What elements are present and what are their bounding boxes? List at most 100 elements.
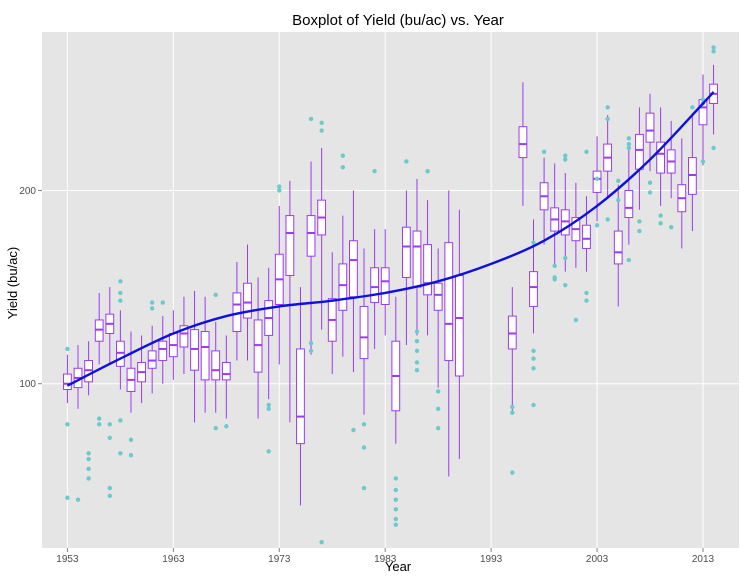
iqr-box [624, 189, 634, 219]
box-1979 [338, 215, 348, 357]
outlier-point [107, 422, 112, 427]
box-1957 [105, 287, 115, 365]
outlier-point [594, 176, 600, 182]
outlier-point [308, 116, 314, 122]
iqr-box [296, 348, 305, 445]
outlier-point [65, 422, 70, 427]
box-2006 [624, 142, 634, 245]
outlier-point [308, 348, 314, 354]
outlier-point [647, 190, 653, 195]
outlier-point [404, 159, 409, 164]
outlier-point [647, 180, 653, 185]
iqr-box [179, 325, 189, 348]
box-1972 [264, 267, 274, 400]
x-tick-label: 1963 [162, 554, 185, 565]
outlier-point [531, 240, 536, 245]
box-2008 [645, 93, 655, 172]
box-1958 [115, 310, 125, 390]
outlier-point [361, 485, 367, 491]
iqr-box [349, 240, 358, 298]
outlier-point [118, 290, 123, 296]
outlier-point [277, 184, 282, 189]
outlier-point [213, 292, 218, 298]
box-1975 [296, 287, 305, 506]
outlier-point [266, 402, 271, 408]
outlier-point [128, 453, 134, 458]
box-1966 [200, 296, 210, 413]
iqr-box [380, 267, 390, 305]
outlier-point [160, 300, 165, 305]
iqr-box [635, 133, 644, 170]
outlier-point [118, 279, 123, 284]
outlier-point [605, 116, 610, 122]
x-tick-label: 1953 [56, 554, 79, 565]
outlier-point [605, 105, 610, 110]
box-1995 [507, 287, 517, 413]
box-1997 [529, 219, 538, 334]
outlier-point [711, 145, 716, 151]
outlier-point [149, 300, 155, 305]
outlier-point [118, 418, 123, 423]
outlier-point [266, 406, 271, 412]
outlier-point [541, 149, 547, 155]
x-tick-label: 1983 [374, 554, 397, 565]
box-1990 [454, 209, 464, 460]
iqr-box [518, 126, 528, 159]
chart-title: Boxplot of Yield (bu/ac) vs. Year [292, 12, 504, 29]
box-1976 [306, 161, 316, 355]
outlier-point [626, 141, 632, 147]
box-1973 [274, 205, 284, 365]
outlier-point [351, 427, 356, 433]
outlier-point [86, 476, 91, 481]
outlier-point [658, 213, 663, 218]
outlier-point [669, 224, 674, 230]
iqr-box [433, 282, 443, 311]
outlier-point [435, 425, 441, 431]
outlier-point [86, 466, 91, 471]
outlier-point [340, 153, 346, 158]
iqr-box [158, 340, 168, 362]
outlier-point [584, 149, 589, 155]
box-1968 [221, 335, 231, 419]
outlier-point [435, 389, 441, 394]
iqr-box [423, 244, 432, 296]
outlier-point [308, 340, 314, 346]
outlier-point [435, 406, 441, 412]
box-1987 [423, 200, 432, 336]
box-1961 [147, 325, 157, 394]
box-1988 [433, 248, 443, 388]
x-tick-label: 1993 [480, 554, 503, 565]
box-2009 [656, 107, 666, 206]
outlier-point [552, 263, 557, 269]
outlier-point [605, 217, 610, 222]
outlier-points [65, 45, 716, 545]
outlier-point [319, 120, 324, 126]
iqr-box [645, 112, 655, 143]
iqr-box [221, 361, 231, 381]
x-tick-label: 2003 [586, 554, 609, 565]
outlier-point [616, 178, 621, 184]
iqr-box [370, 267, 380, 304]
box-1978 [327, 252, 337, 375]
outlier-point [75, 497, 81, 502]
box-series [63, 64, 718, 506]
outlier-point [65, 346, 70, 352]
outlier-point [319, 128, 324, 133]
outlier-point [393, 487, 398, 493]
box-1970 [243, 244, 252, 361]
box-1983 [380, 229, 390, 336]
outlier-point [584, 298, 589, 303]
box-1999 [550, 163, 560, 264]
box-1955 [84, 341, 94, 396]
box-2011 [677, 138, 687, 249]
outlier-point [626, 136, 632, 141]
outlier-point [584, 290, 589, 296]
outlier-point [128, 437, 134, 442]
outlier-point [393, 476, 398, 481]
outlier-point [414, 368, 420, 373]
iqr-box [338, 263, 348, 311]
outlier-point [107, 485, 112, 491]
outlier-point [393, 522, 398, 528]
outlier-point [277, 188, 282, 193]
outlier-point [393, 516, 398, 522]
